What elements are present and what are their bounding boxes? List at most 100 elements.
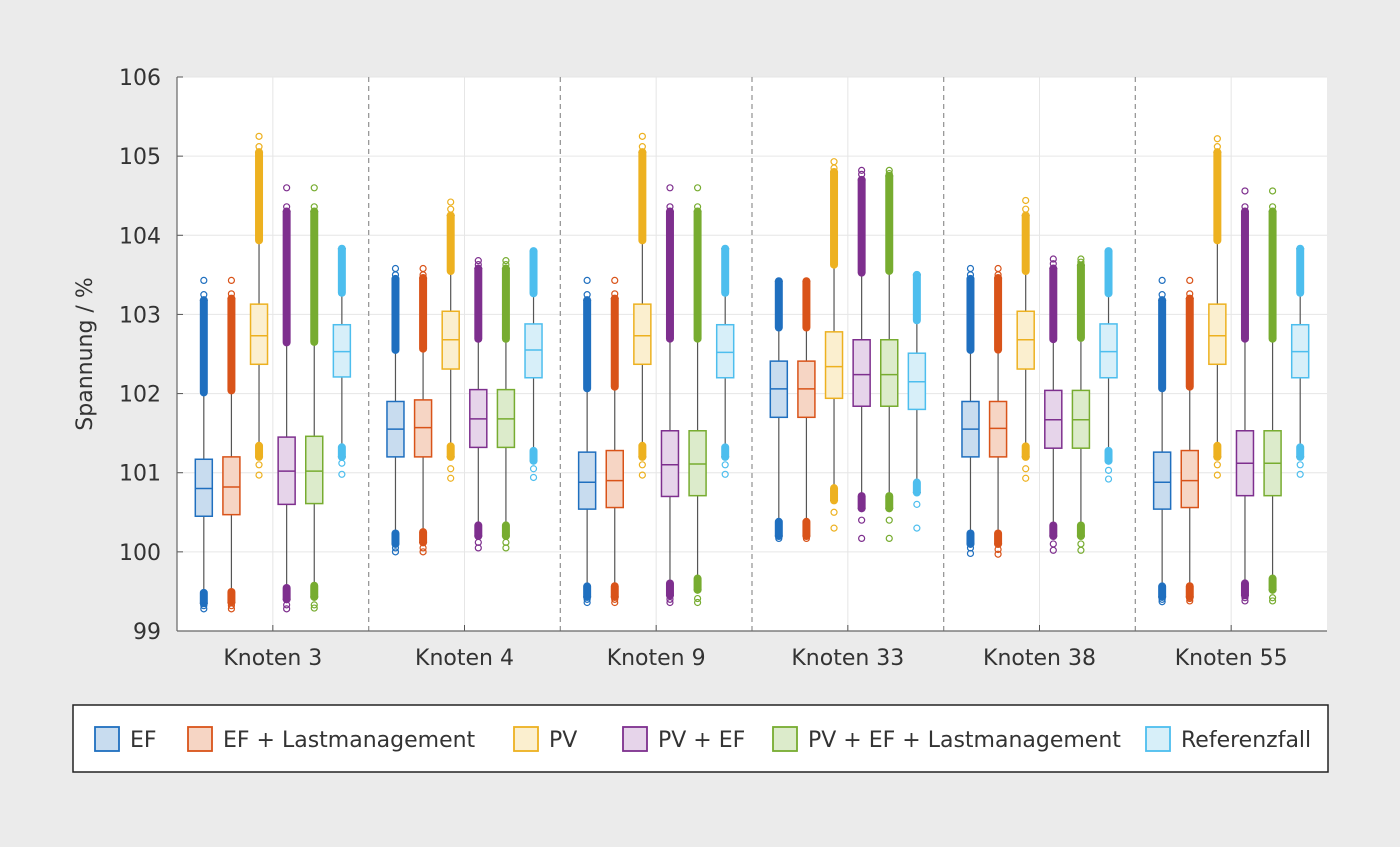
outlier-point xyxy=(1049,255,1057,263)
outlier-point xyxy=(310,184,318,192)
box-iqr xyxy=(715,323,735,379)
outlier-point xyxy=(255,132,263,140)
y-tick-label: 103 xyxy=(119,303,161,328)
outlier-point xyxy=(1022,465,1030,473)
box-1-4 xyxy=(988,264,1008,558)
outlier-point xyxy=(721,461,729,469)
outlier-point xyxy=(419,264,427,273)
box-iqr xyxy=(1152,451,1172,510)
y-axis-label: Spannung / % xyxy=(73,277,98,430)
outlier-point xyxy=(1049,546,1057,554)
y-tick-label: 100 xyxy=(119,541,161,566)
box-5-0 xyxy=(332,244,352,478)
outlier-point xyxy=(1213,143,1221,151)
legend-label: PV + EF + Lastmanagement xyxy=(808,728,1121,753)
box-iqr xyxy=(249,303,269,366)
outlier-point xyxy=(858,166,866,174)
x-tick-label: Knoten 4 xyxy=(415,646,514,671)
y-tick-label: 105 xyxy=(119,145,161,170)
legend-frame xyxy=(72,704,1329,773)
x-tick-label: Knoten 33 xyxy=(791,646,904,671)
legend-item: PV + EF xyxy=(622,726,745,753)
outlier-point xyxy=(1022,196,1030,205)
box-4-0 xyxy=(305,184,324,612)
box-2-2 xyxy=(633,132,652,479)
box-1-2 xyxy=(605,276,624,607)
box-iqr xyxy=(524,323,543,379)
outlier-point xyxy=(693,203,702,211)
box-0-2 xyxy=(577,276,597,607)
outlier-point xyxy=(1186,594,1194,603)
outlier-point xyxy=(1022,205,1030,213)
legend-label: PV + EF xyxy=(658,728,745,753)
outlier-point xyxy=(721,470,729,478)
y-tick-label: 106 xyxy=(119,66,161,91)
legend-label: PV xyxy=(549,728,577,753)
outlier-point xyxy=(1241,597,1249,605)
outlier-point xyxy=(583,291,591,299)
outlier-point xyxy=(1104,466,1113,474)
legend: EF EF + Lastmanagement PV PV + EF PV + EF + … xyxy=(72,704,1329,773)
outlier-point xyxy=(1022,474,1030,482)
y-tick-label: 99 xyxy=(133,620,161,645)
outlier-point xyxy=(1158,595,1166,603)
outlier-point xyxy=(1158,291,1166,299)
outlier-point xyxy=(255,461,263,469)
outlier-point xyxy=(1186,276,1194,284)
legend-label: EF + Lastmanagement xyxy=(223,728,476,753)
outlier-point xyxy=(693,598,702,607)
legend-item: EF + Lastmanagement xyxy=(187,726,476,753)
outlier-point xyxy=(858,516,866,524)
outlier-point xyxy=(1241,594,1249,602)
box-3-4 xyxy=(1044,255,1063,554)
legend-label: Referenzfall xyxy=(1181,728,1311,753)
box-3-3 xyxy=(852,166,871,543)
outlier-point xyxy=(1158,598,1166,606)
outlier-point xyxy=(1186,290,1194,298)
outlier-point xyxy=(200,602,208,610)
box-5-5 xyxy=(1290,244,1310,478)
outlier-point xyxy=(583,595,591,603)
box-0-5 xyxy=(1152,276,1172,606)
outlier-point xyxy=(583,598,591,607)
box-0-0 xyxy=(194,276,214,613)
outlier-point xyxy=(338,470,346,478)
outlier-point xyxy=(994,550,1002,558)
box-iqr xyxy=(194,458,214,517)
box-iqr xyxy=(852,339,871,407)
outlier-point xyxy=(310,203,318,211)
y-tick-label: 104 xyxy=(119,224,161,249)
outlier-point xyxy=(1077,546,1085,554)
box-1-1 xyxy=(413,264,433,556)
box-2-1 xyxy=(441,198,460,482)
outlier-point xyxy=(666,598,674,607)
box-0-4 xyxy=(961,264,980,558)
outlier-point xyxy=(227,605,236,613)
outlier-point xyxy=(994,545,1002,554)
y-tick-label: 102 xyxy=(119,383,161,408)
x-tick-label: Knoten 38 xyxy=(983,646,1096,671)
outlier-point xyxy=(200,276,208,284)
legend-swatch xyxy=(1145,726,1171,752)
outlier-point xyxy=(858,534,866,543)
outlier-point xyxy=(1049,260,1057,268)
box-3-2 xyxy=(660,184,680,607)
outlier-point xyxy=(419,544,427,552)
box-iqr xyxy=(577,451,597,510)
outlier-point xyxy=(419,548,427,556)
outlier-point xyxy=(255,471,263,479)
box-3-1 xyxy=(469,257,488,552)
legend-swatch xyxy=(187,726,213,752)
outlier-point xyxy=(447,465,455,473)
box-iqr xyxy=(305,435,324,505)
outlier-point xyxy=(200,291,208,299)
box-iqr xyxy=(413,399,433,458)
box-1-5 xyxy=(1180,276,1199,605)
outlier-point xyxy=(310,601,318,609)
boxes-layer xyxy=(194,132,1310,613)
box-5-2 xyxy=(715,244,735,478)
outlier-point xyxy=(338,459,346,467)
box-iqr xyxy=(1099,323,1118,379)
outlier-point xyxy=(529,465,538,473)
